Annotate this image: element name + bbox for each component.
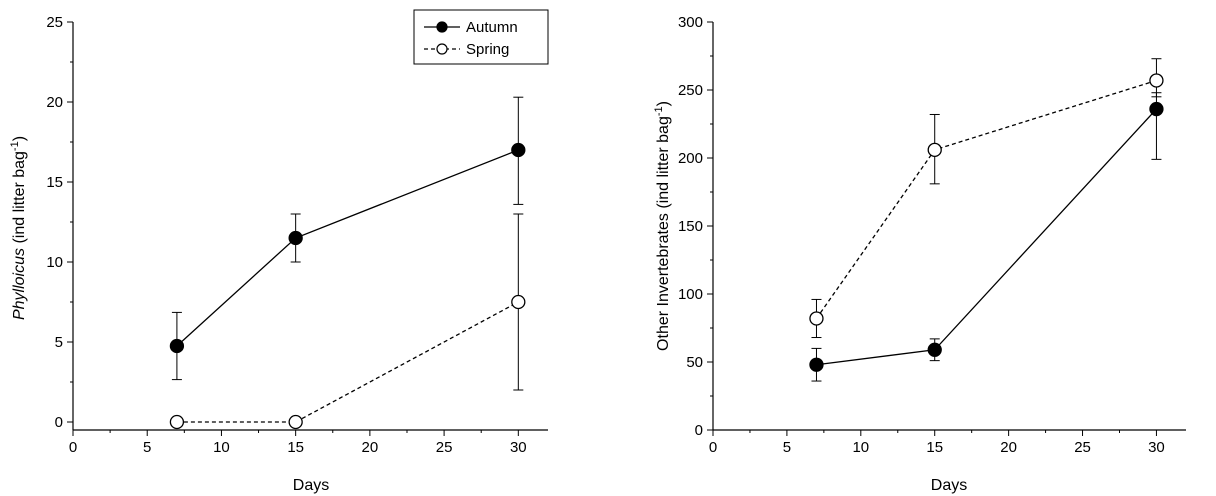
autumn-data-point	[1149, 101, 1164, 117]
y-tick-label: 250	[678, 82, 703, 99]
y-tick-label: 150	[678, 218, 703, 235]
x-tick-label: 20	[362, 439, 379, 456]
x-tick-label: 5	[143, 439, 151, 456]
y-axis-label: Other Invertebrates (ind litter bag-1)	[653, 101, 672, 351]
spring-data-point	[511, 294, 526, 310]
legend-autumn-marker	[436, 21, 448, 33]
y-tick-label: 200	[678, 150, 703, 167]
y-tick-label: 50	[686, 354, 703, 371]
y-tick-label: 15	[46, 174, 63, 191]
y-tick-label: 300	[678, 14, 703, 31]
legend-autumn-label: Autumn	[466, 19, 518, 36]
x-tick-label: 10	[213, 439, 230, 456]
autumn-series-line	[176, 149, 519, 347]
x-tick-label: 5	[783, 439, 791, 456]
y-tick-label: 5	[55, 334, 63, 351]
legend-spring-marker	[436, 43, 448, 55]
spring-series-line	[176, 301, 519, 423]
spring-data-point	[809, 311, 824, 326]
y-tick-label: 0	[695, 422, 703, 439]
x-tick-label: 10	[852, 439, 869, 456]
phylloicus-chart: Phylloicus (ind litter bag-1) Days 0 5 10 1…	[9, 9, 549, 494]
autumn-data-point	[809, 357, 824, 372]
spring-data-point	[1149, 73, 1164, 88]
x-tick-label: 30	[1148, 439, 1165, 456]
x-tick-label: 15	[926, 439, 943, 456]
y-tick-label: 100	[678, 286, 703, 303]
x-axis-label: Days	[931, 477, 967, 494]
x-tick-label: 25	[1074, 439, 1091, 456]
autumn-data-point	[927, 342, 942, 357]
spring-data-point	[927, 142, 942, 157]
x-tick-label: 0	[69, 439, 77, 456]
spring-data-point	[288, 414, 303, 430]
autumn-data-point	[288, 230, 303, 246]
other-invertebrates-chart: Other Invertebrates (ind litter bag-1) D…	[653, 14, 1186, 494]
x-tick-label: 15	[287, 439, 304, 456]
x-tick-label: 0	[709, 439, 717, 456]
spring-data-point	[169, 414, 185, 430]
x-axis-label: Days	[293, 477, 329, 494]
autumn-data-point	[511, 142, 526, 158]
autumn-series-line	[816, 108, 1157, 366]
x-tick-label: 25	[436, 439, 453, 456]
legend-box	[413, 9, 549, 65]
y-tick-label: 25	[46, 14, 63, 31]
x-tick-label: 20	[1000, 439, 1017, 456]
x-tick-label: 30	[510, 439, 527, 456]
y-tick-label: 10	[46, 254, 63, 271]
y-axis-label: Phylloicus (ind litter bag-1)	[9, 136, 28, 320]
legend-spring-label: Spring	[466, 41, 509, 58]
y-tick-label: 20	[46, 94, 63, 111]
spring-series-line	[815, 79, 1157, 319]
autumn-data-point	[169, 338, 185, 354]
y-tick-label: 0	[55, 414, 63, 431]
